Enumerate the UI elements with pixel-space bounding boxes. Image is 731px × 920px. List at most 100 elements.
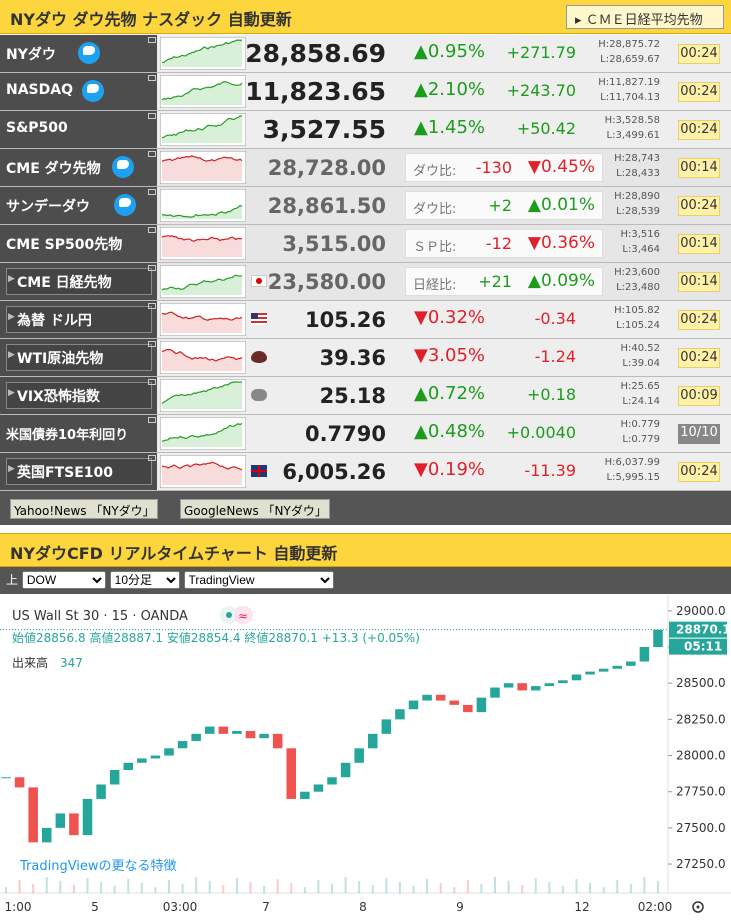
name[interactable]: 英国FTSE100 — [17, 465, 113, 481]
name[interactable]: 米国債券10年利回り — [6, 428, 129, 443]
candle-body — [82, 798, 93, 836]
volume-bar — [385, 878, 388, 893]
candle-body — [476, 697, 487, 713]
candle-body — [150, 755, 161, 759]
y-tick-label: 27750.0 — [676, 785, 726, 799]
high: H:28,743 — [614, 153, 660, 164]
candle-body — [503, 683, 514, 688]
name-cell: NASDAQ — [0, 73, 157, 110]
name-cell: CME SP500先物 — [0, 225, 157, 262]
volume-bar — [412, 886, 415, 893]
nikkei-button[interactable]: ▸ ＣＭＥ日経平均先物 — [566, 5, 724, 29]
name-cell: ▶ 為替 ドル円 — [0, 301, 157, 338]
flag-dot — [256, 278, 262, 284]
twitter-icon[interactable] — [114, 194, 136, 216]
y-tick-label: 28500.0 — [676, 676, 726, 690]
select[interactable]: DOW — [21, 571, 106, 589]
settings-icon[interactable] — [692, 901, 704, 913]
quote-row: ▶ 為替 ドル円 105.26 ▼0.32% -0.34 H:105.82 L:105.24… — [0, 301, 731, 339]
time: 00:09 — [678, 386, 720, 406]
x-tick-label: 02:00 — [638, 900, 673, 914]
candle-body — [28, 787, 38, 843]
countdown: 05:11 — [684, 640, 722, 654]
high: H:28,890 — [614, 191, 660, 202]
high: H:105.82 — [614, 305, 660, 316]
compare-label: ＳＰ比: — [413, 240, 457, 255]
compare-label: ダウ比: — [413, 164, 457, 179]
twitter-icon[interactable] — [78, 42, 100, 64]
candle-body — [300, 791, 310, 799]
name-cell: ▶ WTI原油先物 — [0, 339, 157, 376]
x-tick-label: 1:00 — [5, 900, 32, 914]
chart-bg — [0, 595, 731, 920]
name-cell: サンデーダウ — [0, 187, 157, 224]
sparkline — [160, 151, 246, 184]
sparkline — [160, 265, 246, 298]
name[interactable]: 為替 ドル円 — [17, 313, 92, 329]
low: L:5,995.15 — [606, 472, 660, 483]
compare-pct: ▲0.09% — [527, 271, 595, 291]
expand-arrow: ▶ — [8, 312, 15, 322]
price: 25.18 — [319, 384, 386, 408]
high: H:25.65 — [620, 381, 660, 392]
volume-bar — [629, 884, 632, 893]
select[interactable]: TradingView — [183, 571, 334, 589]
link[interactable]: GoogleNews 「NYダウ」 — [180, 499, 330, 519]
compare-label: 日経比: — [413, 278, 457, 293]
name-box — [6, 344, 152, 371]
low: L:23,480 — [616, 282, 660, 293]
time: 00:24 — [678, 196, 720, 216]
compare-pct: ▼0.45% — [527, 157, 595, 177]
last-price-label: 28870.1 — [676, 623, 731, 637]
candle-body — [639, 647, 650, 662]
sparkline — [160, 341, 246, 374]
volume-bar — [548, 882, 551, 893]
volume-bar — [480, 884, 483, 893]
candle-body — [218, 726, 229, 734]
volume-bar — [331, 884, 333, 893]
change: -11.39 — [524, 461, 576, 480]
time: 00:24 — [678, 82, 720, 102]
name[interactable]: NYダウ — [6, 47, 56, 63]
twitter-icon[interactable] — [82, 80, 104, 102]
name[interactable]: サンデーダウ — [6, 199, 90, 215]
promo[interactable]: TradingViewの更なる特徴 — [19, 859, 177, 874]
name[interactable]: CME ダウ先物 — [6, 161, 101, 177]
change: +243.70 — [506, 81, 576, 100]
candle-body — [177, 741, 188, 749]
volume-bar — [168, 880, 170, 893]
time: 00:14 — [678, 234, 720, 254]
compare-box: ダウ比: +2 ▲0.01% — [405, 191, 603, 220]
volume-bar — [32, 884, 35, 893]
volume-bar — [507, 881, 510, 893]
volume-bar — [344, 877, 347, 893]
volume-bar — [18, 880, 21, 893]
y-tick-label: 27500.0 — [676, 821, 726, 835]
name[interactable]: VIX恐怖指数 — [17, 389, 100, 405]
name[interactable]: S&P500 — [6, 120, 68, 136]
chart-header: NYダウCFD リアルタイムチャート 自動更新 — [0, 533, 731, 567]
candle-body — [191, 733, 201, 742]
link[interactable]: Yahoo!News 「NYダウ」 — [10, 499, 158, 519]
high: H:11,827.19 — [598, 77, 660, 88]
quote-row: NYダウ 28,858.69 ▲0.95% +271.79 H:28,875.72 L:2… — [0, 35, 731, 73]
change-pct: ▲0.72% — [414, 383, 486, 404]
header-title: NYダウ ダウ先物 ナスダック 自動更新 — [10, 10, 292, 29]
volume-bar — [249, 882, 252, 893]
name[interactable]: CME 日経先物 — [17, 275, 112, 291]
volume-bar — [45, 877, 48, 893]
name[interactable]: CME SP500先物 — [6, 237, 123, 253]
low: L:39.04 — [622, 358, 660, 369]
twitter-icon[interactable] — [112, 156, 134, 178]
name[interactable]: NASDAQ — [6, 82, 73, 98]
flag-us — [251, 313, 267, 325]
twitter-bird — [87, 84, 99, 93]
name-cell: ▶ CME 日経先物 — [0, 263, 157, 300]
candle-body — [517, 683, 527, 691]
select[interactable]: 10分足 — [109, 571, 180, 589]
price: 39.36 — [319, 346, 386, 370]
candle-body — [490, 687, 500, 698]
sparkline — [160, 75, 246, 108]
name[interactable]: WTI原油先物 — [17, 351, 104, 367]
candle-body — [626, 661, 636, 666]
